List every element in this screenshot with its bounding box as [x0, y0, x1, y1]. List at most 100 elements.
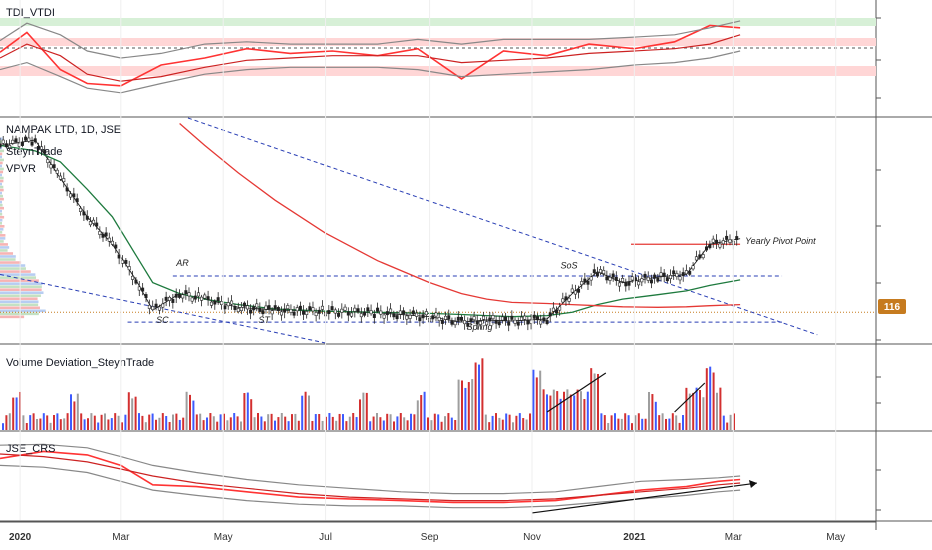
volume-bar: [665, 418, 667, 430]
crs-pane[interactable]: JSE_CRS: [0, 443, 757, 514]
legend-steyntrade[interactable]: SteynTrade: [6, 146, 62, 158]
candle-body: [681, 272, 685, 277]
vpvr-bar: [0, 155, 2, 159]
volume-bar: [593, 373, 596, 430]
volume-bar: [206, 417, 208, 430]
time-axis-label[interactable]: Nov: [523, 532, 541, 543]
candle-body: [523, 315, 527, 320]
volume-bar: [542, 389, 545, 430]
volume-bar: [678, 422, 681, 430]
time-axis-label[interactable]: May: [214, 532, 233, 543]
vpvr-bar: [0, 312, 39, 316]
volume-bar: [345, 421, 348, 430]
volume-bar: [338, 413, 341, 430]
candle-body: [280, 311, 284, 316]
candle-body: [624, 282, 628, 287]
candle-body: [298, 305, 302, 310]
volume-bar: [705, 368, 708, 430]
volume-bar: [42, 413, 45, 430]
candle-body: [223, 305, 227, 310]
volume-bar: [277, 417, 280, 430]
volume-bar: [712, 372, 715, 430]
volume-bar: [641, 418, 644, 430]
candle-body: [570, 288, 574, 293]
vpvr-bar: [0, 243, 8, 246]
candle-body: [363, 311, 367, 316]
volume-bar: [427, 417, 429, 430]
candle-body: [320, 305, 324, 310]
candle-body: [526, 320, 530, 325]
vpvr-bar: [0, 246, 10, 249]
candle-body: [134, 279, 138, 284]
candle-body: [49, 164, 53, 169]
annotation-yearly-pivot-point: Yearly Pivot Point: [745, 236, 816, 246]
volume-bar: [420, 395, 423, 430]
volume-arrow-1: [546, 372, 607, 413]
candle-body: [595, 272, 599, 277]
time-axis-label[interactable]: Mar: [725, 532, 743, 543]
candle-body: [337, 312, 341, 317]
volume-bar: [529, 413, 531, 430]
candle-body: [255, 303, 259, 308]
candle-body: [366, 307, 370, 312]
candle-body: [114, 244, 118, 249]
candle-body: [216, 297, 220, 302]
candle-body: [504, 316, 508, 321]
volume-bar: [590, 368, 593, 430]
volume-bar: [195, 414, 198, 430]
candle-body: [95, 222, 99, 227]
candle-body: [302, 310, 306, 315]
volume-bar: [379, 417, 382, 430]
crs-title: JSE_CRS: [6, 443, 56, 455]
candle-body: [1, 139, 5, 144]
volume-pane[interactable]: Volume Deviation_SteynTrade: [2, 357, 735, 430]
volume-bar: [501, 419, 504, 430]
volume-bar: [223, 413, 225, 430]
price-candles: [0, 132, 739, 332]
candle-body: [273, 305, 277, 310]
legend-vpvr[interactable]: VPVR: [6, 163, 36, 175]
candle-body: [728, 239, 732, 243]
time-axis[interactable]: 2020 Mar May Jul Sep Nov 2021 Mar May: [0, 0, 876, 543]
time-axis-label[interactable]: 2021: [623, 532, 646, 543]
volume-bar: [240, 421, 242, 430]
candle-body: [124, 259, 128, 264]
candle-body: [659, 272, 663, 277]
tdi-series-line-1: [0, 34, 741, 82]
volume-bar: [321, 420, 324, 430]
vpvr-bar: [0, 137, 3, 141]
candle-body: [286, 305, 290, 310]
candle-body: [92, 219, 96, 224]
candle-body: [592, 269, 596, 274]
vpvr-bar: [0, 228, 4, 231]
time-axis-label[interactable]: Jul: [319, 532, 332, 543]
volume-bar: [233, 413, 236, 430]
volume-bar: [192, 400, 195, 430]
candle-body: [408, 314, 412, 319]
volume-bar: [719, 387, 722, 430]
volume-bar: [586, 391, 589, 430]
price-pane[interactable]: SC AR ST Spring SoS Yearly Pivot Point NAMPAK…: [0, 117, 906, 344]
volume-bar: [93, 415, 96, 430]
candle-body: [46, 159, 50, 164]
tdi-pane[interactable]: TDI_VTDI: [0, 7, 876, 94]
volume-arrow-2: [674, 382, 706, 413]
time-axis-label[interactable]: May: [826, 532, 845, 543]
time-axis-label[interactable]: Sep: [421, 532, 439, 543]
volume-bar: [178, 419, 181, 430]
volume-bar: [291, 414, 293, 430]
candle-body: [573, 290, 577, 295]
candle-body: [402, 310, 406, 315]
volume-bar: [267, 414, 270, 430]
candle-body: [513, 319, 517, 324]
volume-bar: [726, 422, 729, 430]
volume-bar: [141, 415, 144, 430]
volume-bar: [556, 391, 559, 430]
candle-body: [672, 270, 676, 275]
vpvr-bar: [0, 231, 3, 234]
time-axis-label[interactable]: Mar: [112, 532, 130, 543]
volume-bar: [610, 415, 613, 430]
volume-bar: [263, 421, 266, 430]
candle-body: [137, 286, 141, 291]
time-axis-label[interactable]: 2020: [9, 532, 32, 543]
